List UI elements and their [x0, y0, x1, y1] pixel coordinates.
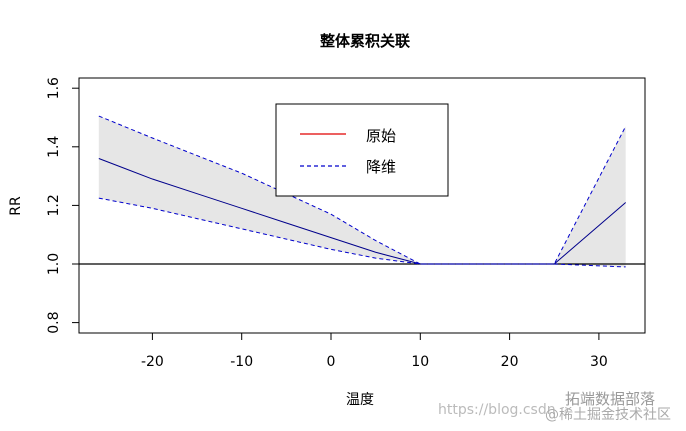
y-tick-label: 0.8: [46, 311, 62, 333]
chart-title: 整体累积关联: [320, 32, 411, 50]
confidence-band: [98, 116, 626, 267]
watermark-community: @稀土掘金技术社区: [545, 407, 671, 423]
y-tick-label: 1.6: [46, 77, 62, 99]
y-axis-label: RR: [8, 196, 24, 216]
watermark-brand: 拓端数据部落: [565, 390, 656, 408]
x-tick-label: -20: [141, 354, 164, 370]
x-tick-label: 20: [501, 354, 519, 370]
x-tick-label: 30: [590, 354, 608, 370]
y-tick-label: 1.0: [46, 253, 62, 275]
x-tick-label: 0: [327, 354, 336, 370]
legend-label-original: 原始: [366, 127, 396, 145]
y-tick-label: 1.2: [46, 194, 62, 216]
watermark-url: https://blog.csdn: [438, 402, 556, 418]
legend-box: [275, 103, 449, 197]
x-axis-label: 温度: [346, 392, 374, 408]
x-tick-label: -10: [230, 354, 253, 370]
legend-label-reduced: 降维: [366, 158, 396, 176]
series-upper-line: [98, 115, 627, 265]
legend: 原始 降维: [275, 103, 449, 197]
y-tick-label: 1.4: [46, 136, 62, 158]
x-tick-label: 10: [411, 354, 429, 370]
series-lower-line: [98, 197, 626, 268]
